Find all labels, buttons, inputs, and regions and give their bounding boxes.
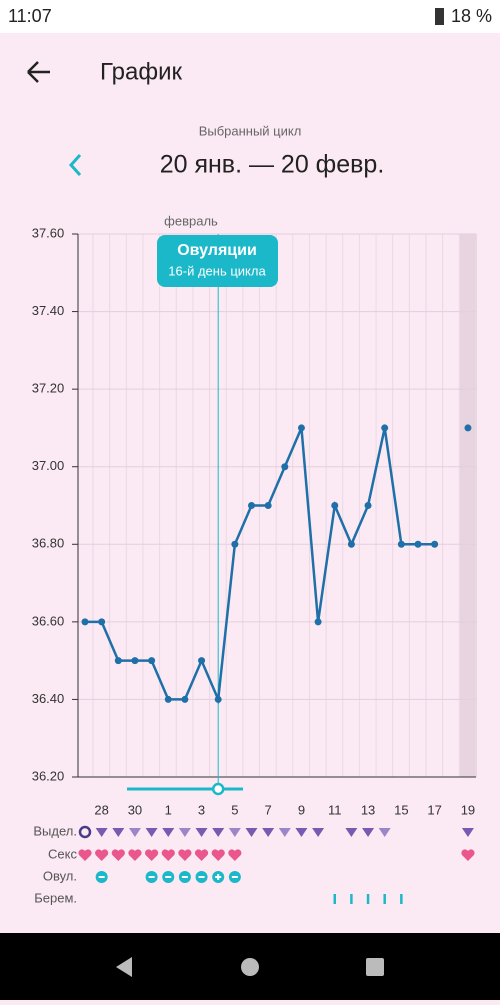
temperature-point: [248, 502, 255, 509]
row-label: Выдел.: [33, 823, 77, 838]
discharge-icon: [295, 828, 308, 837]
nav-back[interactable]: [116, 957, 132, 977]
temperature-point: [381, 424, 389, 432]
x-tick-label: 19: [461, 802, 475, 817]
temperature-line: [85, 427, 435, 705]
battery-icon: [435, 8, 444, 25]
row-label: Овул.: [43, 868, 77, 883]
sex-icon: [461, 849, 475, 861]
month-label: февраль: [164, 213, 218, 228]
sex-icon: [144, 849, 159, 861]
row-label: Секс: [48, 846, 77, 861]
temperature-point: [131, 657, 139, 665]
x-tick-label: 1: [165, 802, 172, 817]
sex-icon: [228, 849, 242, 861]
temperature-point: [464, 424, 472, 432]
temperature-point: [397, 540, 405, 548]
page-title: График: [100, 58, 182, 85]
x-tick-label: 15: [394, 802, 408, 817]
temperature-point: [264, 502, 272, 509]
discharge-icon: [78, 825, 92, 839]
cycle-caption: Выбранный цикл: [199, 123, 302, 138]
status-time: 11:07: [8, 6, 52, 26]
slider-handle: [211, 782, 225, 796]
sex-icon: [111, 849, 125, 861]
temperature-point: [314, 618, 322, 626]
discharge-icon: [362, 828, 375, 837]
temperature-point: [164, 695, 172, 703]
badge-title: Овуляции: [177, 242, 257, 259]
discharge-icon: [245, 828, 258, 837]
temperature-point: [231, 540, 239, 548]
temperature-point: [181, 695, 189, 703]
x-tick-label: 7: [265, 802, 272, 817]
cycle-range: 20 янв. — 20 февр.: [160, 151, 385, 179]
sex-icon: [128, 849, 142, 861]
temperature-point: [347, 540, 355, 548]
y-tick-label: 36.80: [32, 536, 65, 551]
back-button[interactable]: [27, 61, 50, 83]
x-tick-label: 17: [427, 802, 441, 817]
temperature-point: [414, 540, 422, 548]
sex-icon: [161, 849, 175, 861]
discharge-icon: [262, 828, 275, 837]
discharge-icon: [95, 828, 108, 837]
discharge-icon: [128, 828, 141, 837]
prev-cycle[interactable]: [68, 153, 82, 177]
y-tick-label: 36.20: [32, 768, 65, 783]
x-tick-label: 11: [328, 802, 342, 817]
chart: 36.20 36.40 36.60 36.80 37.00 37.20 37.40 37.60…: [32, 213, 477, 905]
x-tick-label: 30: [128, 802, 142, 817]
temperature-point: [114, 657, 122, 665]
x-tick-label: 5: [231, 802, 238, 817]
discharge-icon: [228, 828, 241, 837]
sex-icon: [78, 849, 92, 861]
discharge-icon: [345, 828, 358, 837]
x-tick-label: 3: [198, 802, 205, 817]
discharge-icon: [162, 828, 175, 837]
temperature-point: [297, 424, 305, 432]
temperature-point: [281, 463, 289, 471]
discharge-icon: [112, 828, 125, 837]
discharge-icon: [278, 828, 291, 837]
nav-recent[interactable]: [366, 958, 384, 976]
x-tick-label: 28: [94, 802, 108, 817]
y-tick-label: 37.20: [32, 381, 65, 396]
sex-icon: [194, 849, 209, 861]
badge-subtitle: 16-й день цикла: [168, 263, 266, 278]
y-tick-label: 37.60: [32, 225, 65, 240]
discharge-icon: [145, 828, 158, 837]
nav-home[interactable]: [241, 958, 259, 976]
temperature-point: [198, 657, 206, 665]
discharge-icon: [312, 828, 325, 837]
temperature-point: [431, 540, 439, 548]
y-tick-label: 37.40: [32, 303, 65, 318]
discharge-icon: [212, 828, 225, 837]
y-tick-label: 37.00: [32, 458, 65, 473]
temperature-point: [81, 618, 89, 626]
temperature-point: [148, 657, 156, 665]
temperature-point: [364, 502, 372, 509]
status-bar: [0, 0, 500, 33]
today-column: [459, 234, 477, 777]
row-label: Берем.: [34, 890, 77, 905]
temperature-point: [98, 618, 106, 626]
x-tick-label: 9: [298, 802, 305, 817]
temperature-point: [214, 695, 222, 703]
y-tick-label: 36.60: [32, 613, 65, 628]
status-battery: 18 %: [451, 6, 492, 26]
y-tick-label: 36.40: [32, 691, 65, 706]
sex-icon: [211, 849, 225, 861]
discharge-icon: [178, 828, 191, 837]
x-tick-label: 13: [361, 802, 375, 817]
temperature-point: [331, 502, 339, 509]
sex-icon: [178, 849, 192, 861]
sex-icon: [95, 849, 109, 861]
ovulation-badge: [157, 235, 278, 287]
discharge-icon: [461, 828, 474, 837]
discharge-icon: [195, 828, 208, 837]
discharge-icon: [378, 828, 391, 837]
